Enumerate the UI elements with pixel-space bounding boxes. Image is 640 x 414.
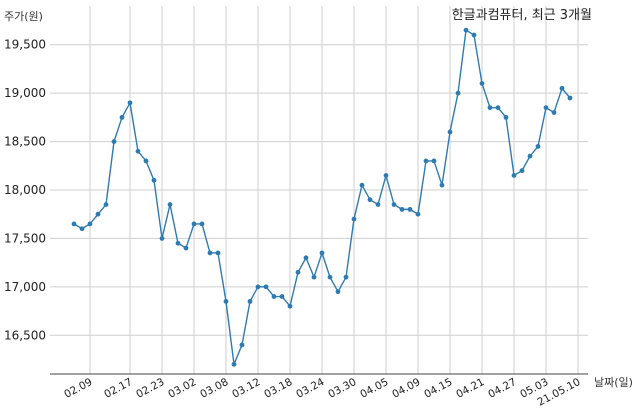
data-point: [407, 206, 413, 212]
data-point: [223, 298, 229, 304]
data-point: [71, 221, 77, 227]
y-tick-label: 18,000: [4, 183, 46, 197]
data-point: [167, 202, 173, 207]
data-point: [455, 90, 461, 96]
x-tick-label: 02.09: [62, 376, 94, 401]
data-point: [95, 211, 101, 217]
data-point: [359, 182, 365, 188]
data-point: [311, 274, 317, 280]
x-tick-label: 03.12: [230, 376, 262, 401]
data-point: [343, 274, 349, 280]
data-point: [127, 100, 133, 106]
data-point: [199, 221, 205, 227]
data-point: [263, 284, 269, 290]
data-point: [231, 361, 237, 367]
x-tick-label: 03.24: [294, 376, 326, 401]
data-point: [431, 158, 437, 164]
data-point: [175, 240, 181, 246]
y-tick-label: 19,000: [4, 86, 46, 100]
data-point: [423, 158, 429, 164]
y-tick-label: 17,500: [4, 231, 46, 245]
data-point: [151, 177, 157, 183]
data-point: [367, 197, 373, 203]
y-tick-label: 16,500: [4, 328, 46, 342]
data-point: [551, 110, 557, 115]
data-point: [255, 284, 261, 290]
data-point: [287, 303, 293, 309]
grid-lines: [50, 6, 588, 374]
data-point: [319, 250, 325, 256]
data-point: [503, 114, 509, 120]
data-point: [247, 298, 253, 304]
data-point: [487, 105, 493, 111]
data-point: [471, 32, 477, 38]
x-tick-label: 03.08: [198, 376, 230, 401]
data-point: [79, 226, 85, 232]
y-tick-label: 18,500: [4, 135, 46, 149]
price-series: [71, 27, 573, 368]
data-point: [391, 202, 397, 207]
x-tick-label: 04.09: [390, 376, 422, 401]
y-tick-labels: 16,500 17,000 17,500 18,000 18,500 19,000 19,5…: [4, 38, 46, 343]
data-point: [567, 95, 573, 101]
data-point: [447, 129, 453, 135]
x-tick-label: 04.27: [486, 376, 518, 401]
x-tick-label: 04.21: [454, 376, 486, 401]
x-tick-labels: 02.09 02.17 02.23 03.02 03.08 03.12 03.18 03.24…: [62, 376, 582, 409]
data-point: [159, 236, 165, 241]
data-point: [415, 211, 421, 217]
y-tick-label: 17,000: [4, 280, 46, 294]
data-point: [351, 216, 357, 222]
data-point: [143, 158, 149, 164]
data-point: [295, 269, 301, 275]
chart-title: 한글과컴퓨터, 최근 3개월: [452, 8, 592, 23]
data-point: [479, 81, 485, 86]
data-point: [327, 274, 333, 280]
data-point: [463, 27, 469, 33]
data-point: [103, 202, 109, 207]
x-tick-label: 02.23: [134, 376, 166, 401]
x-tick-label: 04.05: [358, 376, 390, 401]
data-point: [111, 139, 117, 144]
data-point: [495, 105, 501, 111]
data-point: [535, 144, 541, 149]
x-tick-label: 03.30: [326, 376, 358, 401]
data-point: [207, 250, 213, 256]
data-point: [239, 342, 245, 348]
data-point: [399, 206, 405, 212]
data-point: [191, 221, 197, 227]
data-point: [271, 294, 277, 299]
data-point: [519, 168, 525, 174]
x-axis-label: 날짜(일): [594, 375, 633, 389]
x-tick-label: 02.17: [102, 376, 134, 401]
data-point: [511, 173, 517, 178]
x-tick-label: 03.18: [262, 376, 294, 401]
data-point: [543, 105, 549, 111]
data-point: [375, 202, 381, 207]
data-point: [215, 250, 221, 256]
data-point: [527, 153, 533, 159]
data-point: [439, 182, 445, 188]
data-point: [383, 173, 389, 178]
data-point: [135, 148, 141, 154]
data-point: [559, 85, 565, 91]
y-axis-label: 주가(원): [4, 10, 43, 23]
x-tick-label: 03.02: [166, 376, 198, 401]
data-point: [119, 114, 125, 120]
data-point: [303, 255, 309, 261]
data-point: [183, 245, 189, 251]
y-tick-label: 19,500: [4, 38, 46, 52]
data-point: [87, 221, 93, 227]
data-point: [335, 289, 341, 295]
data-point: [279, 294, 285, 299]
x-tick-label: 04.15: [422, 376, 454, 401]
